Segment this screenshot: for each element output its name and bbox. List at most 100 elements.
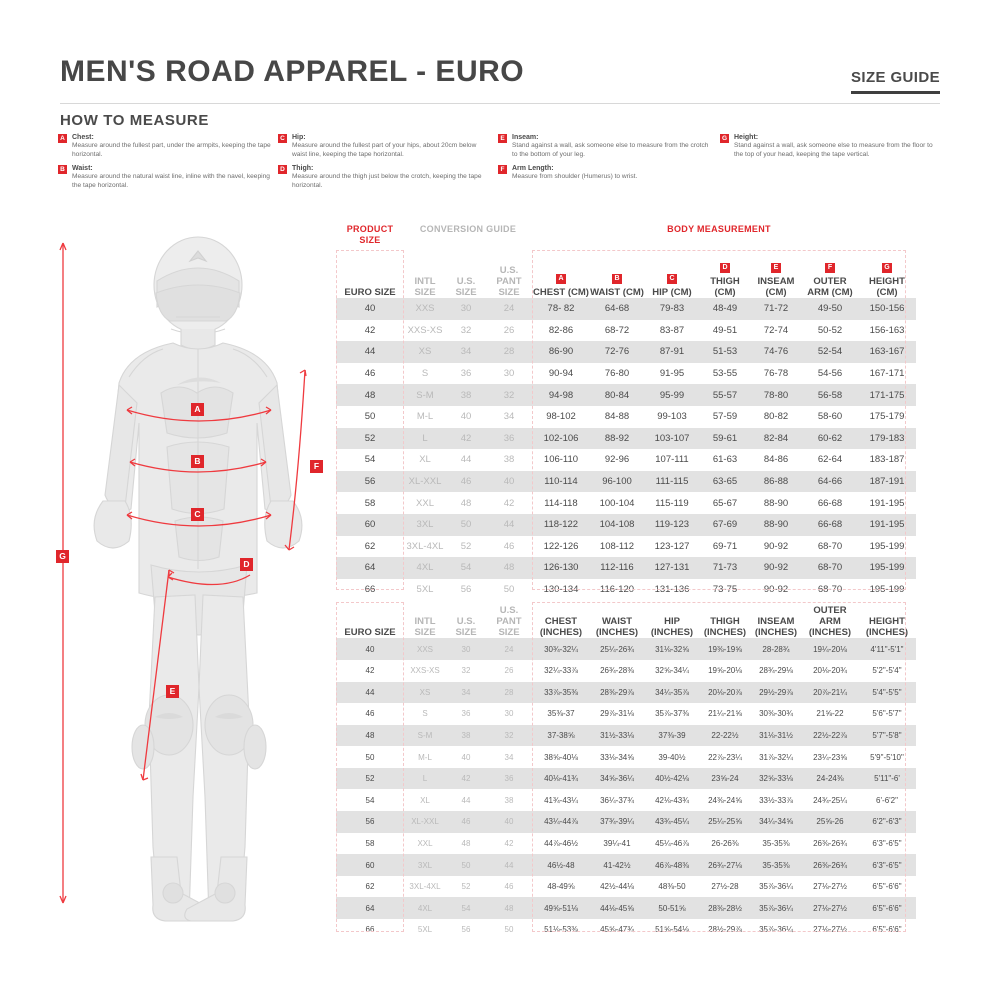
how-to-measure-title: HOW TO MEASURE <box>60 112 209 129</box>
table-cell: 25¼-26¾ <box>590 638 644 660</box>
table-cell: 58 <box>364 497 376 509</box>
table-cell: 3XL-4XL <box>409 882 441 892</box>
table-cell: 88-90 <box>763 497 789 509</box>
figure-marker-d: D <box>240 558 253 571</box>
table-cell: 44 <box>486 513 532 536</box>
figure-marker-e: E <box>166 685 179 698</box>
table-cell: 119-123 <box>644 513 700 536</box>
table-cell: 6'3"-6'5" <box>872 838 902 848</box>
table-cell: 41¾-43¼ <box>544 795 578 805</box>
measure-term: Hip: <box>292 134 306 141</box>
header-divider <box>60 103 940 104</box>
table-cell: 68-72 <box>604 324 630 336</box>
figure-marker-b: B <box>191 455 204 468</box>
measure-desc: Measure around the fullest part of your … <box>292 142 477 158</box>
table-cell: 38 <box>446 724 486 747</box>
letter-badge-b: B <box>612 274 622 284</box>
table-cell: 48-49 <box>700 298 750 320</box>
table-cell: 3XL <box>404 854 446 876</box>
letter-badge-b: B <box>58 165 67 175</box>
col-intl-size: INTL SIZE <box>414 616 436 639</box>
table-cell: M-L <box>418 752 432 762</box>
table-cell: 33⅛-34⅝ <box>600 752 634 762</box>
table-row: 54 XL 44 38 41¾-43¼ 36¼-37¾ 42⅛-43¾ 24⅜-24⅝ 33½-… <box>336 789 916 811</box>
measure-desc: Stand against a wall, ask someone else t… <box>734 142 933 158</box>
letter-badge-d: D <box>720 263 730 273</box>
col-height-inches: HEIGHT (INCHES) <box>865 616 909 639</box>
table-cell: 87-91 <box>644 341 700 363</box>
table-cell: 29⅞-31⅛ <box>600 709 634 719</box>
table-row: 42 XXS-XS 32 26 82-86 68-72 83-87 49-51 72-74 50-… <box>336 320 916 342</box>
table-cell: 6'2"-6'3" <box>858 811 916 833</box>
size-table-inches: EURO SIZE INTL SIZE U.S. SIZE U.S. PANT … <box>336 604 916 940</box>
table-cell: 33⅞-35⅜ <box>532 681 590 704</box>
col-outer-arm-cm: F OUTER ARM (CM) <box>807 263 853 298</box>
table-cell: 31⅞-32¼ <box>759 752 793 762</box>
table-cell: 90-92 <box>750 557 802 579</box>
table-cell: 71-73 <box>700 557 750 579</box>
table-cell: 130-134 <box>543 584 579 596</box>
table-cell: 42 <box>504 838 514 848</box>
table-cell: 94-98 <box>532 384 590 406</box>
table-cell: 167-171 <box>869 368 905 380</box>
table-cell: 44 <box>336 341 404 363</box>
table-cell: 63-65 <box>700 470 750 493</box>
table-cell: 84-86 <box>763 454 789 466</box>
table-cell: 108-112 <box>599 540 635 552</box>
table-cell: 6'-6'2" <box>876 795 898 805</box>
table-cell: 46 <box>365 709 375 719</box>
col-us-size: U.S. SIZE <box>455 616 477 639</box>
table-cell: 56 <box>460 584 472 596</box>
measure-term: Chest: <box>72 134 94 141</box>
col-euro-size: EURO SIZE <box>344 627 396 639</box>
table-cell: 183-187 <box>869 454 905 466</box>
table-cell: 91-95 <box>659 368 685 380</box>
how-to-measure-column: C Hip: Measure around the fullest part o… <box>278 133 491 195</box>
table-cell: S-M <box>404 384 446 406</box>
table-cell: 54 <box>446 557 486 579</box>
table-cell: 34¼-34⅝ <box>750 811 802 833</box>
col-us-size: U.S. SIZE <box>455 276 477 298</box>
table-cell: 48⅜-50 <box>658 882 686 892</box>
table-cell: 19⅝-20⅛ <box>708 666 742 676</box>
table-cell: 30 <box>504 709 514 719</box>
table-cell: XL <box>420 795 430 805</box>
table-cell: 40 <box>461 752 471 762</box>
table-cell: 46 <box>446 470 486 493</box>
table-cell: 32 <box>460 324 472 336</box>
table-cell: 66-68 <box>817 497 843 509</box>
table-cell: 62-64 <box>817 454 843 466</box>
table-row: 58 XXL 48 42 44⅞-46½ 39¼-41 45¼-46⅞ 26-26⅜ 35-35… <box>336 833 916 855</box>
col-thigh-inches: THIGH (INCHES) <box>703 616 747 639</box>
table-cell: 112-116 <box>590 557 644 579</box>
table-cell: 21¼-21⅝ <box>708 709 742 719</box>
table-cell: 71-72 <box>750 298 802 320</box>
table-row: 44 XS 34 28 33⅞-35⅜ 28⅜-29⅞ 34¼-35⅞ 20⅛-20⅞ 29½-… <box>336 681 916 704</box>
table-cell: 31⅛-32⅝ <box>644 638 700 660</box>
table-cell: 64-66 <box>802 470 858 493</box>
letter-badge-f: F <box>498 165 507 175</box>
table-cell: 56 <box>336 811 404 833</box>
page-header: MEN'S ROAD APPAREL - EURO SIZE GUIDE <box>60 55 940 103</box>
table-cell: 28½-29⅞ <box>708 925 742 935</box>
table-cell: 40⅛-41¾ <box>532 767 590 790</box>
table-cell: 195-199 <box>869 584 905 596</box>
col-waist-cm: B WAIST (CM) <box>590 274 644 298</box>
table-cell: 156-163 <box>869 324 905 336</box>
table-cell: 35⅞-36¼ <box>759 925 793 935</box>
table-cell: 21⅝-22 <box>816 709 844 719</box>
table-cell: 131-136 <box>654 584 690 596</box>
table-cell: 52 <box>461 882 471 892</box>
table-cell: S <box>421 368 429 380</box>
table-cell: 32 <box>486 724 532 747</box>
table-row: 46 S 36 30 90-94 76-80 91-95 53-55 76-78 54-56 167… <box>336 363 916 385</box>
table-row: 66 5XL 56 50 130-134 116-120 131-136 73-75 90-92… <box>336 579 916 601</box>
table-row: 52 L 42 36 102-106 88-92 103-107 59-61 82-84 60-6… <box>336 427 916 450</box>
table-cell: 171-175 <box>858 384 916 406</box>
table-cell: 41-42½ <box>590 854 644 876</box>
table-cell: 64 <box>336 897 404 920</box>
letter-badge-f: F <box>825 263 835 273</box>
table-cell: 103-107 <box>644 427 700 450</box>
table-cell: 43¾-45¼ <box>644 811 700 833</box>
letter-badge-g: G <box>882 263 892 273</box>
